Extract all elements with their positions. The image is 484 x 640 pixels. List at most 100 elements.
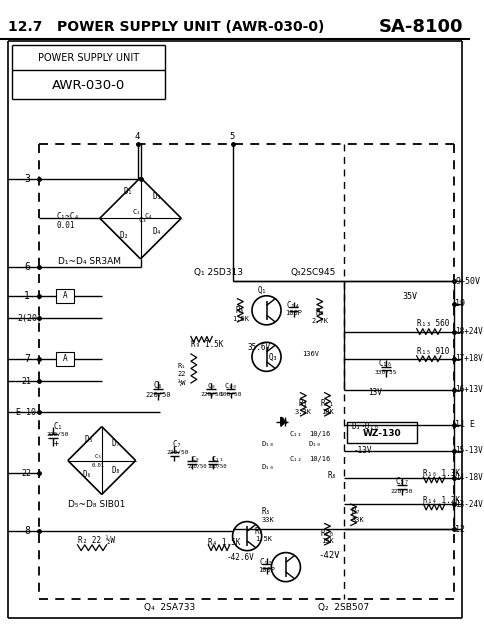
Polygon shape <box>280 417 285 426</box>
Text: E 10: E 10 <box>15 408 35 417</box>
Text: 10/16: 10/16 <box>308 456 330 461</box>
Text: POWER SUPPLY UNIT: POWER SUPPLY UNIT <box>38 53 138 63</box>
Text: R₁₅ 910: R₁₅ 910 <box>416 346 448 355</box>
Text: 220/50: 220/50 <box>145 392 170 397</box>
Text: C₁: C₁ <box>133 209 141 216</box>
Text: C₄: C₄ <box>144 213 152 220</box>
Text: 15-13V: 15-13V <box>454 446 482 455</box>
Text: C₁: C₁ <box>53 422 62 431</box>
Text: 35V: 35V <box>401 292 416 301</box>
Text: C₆: C₆ <box>153 381 162 390</box>
Text: D₄: D₄ <box>152 227 161 236</box>
Text: 220/50: 220/50 <box>188 464 207 469</box>
Text: C₇: C₇ <box>172 440 182 449</box>
Text: C₁₂: C₁₂ <box>288 456 302 461</box>
Text: 100/50: 100/50 <box>207 464 227 469</box>
Text: D₁₈: D₁₈ <box>261 441 274 447</box>
Text: Q₁ 2SD313: Q₁ 2SD313 <box>194 268 242 277</box>
Text: 10/16: 10/16 <box>308 431 330 437</box>
Bar <box>0 10 469 39</box>
Text: D₉: D₉ <box>279 417 288 426</box>
Text: D₆: D₆ <box>82 470 91 479</box>
Text: 7: 7 <box>24 354 30 364</box>
Text: C₁₁: C₁₁ <box>211 456 224 461</box>
Text: 14-18V: 14-18V <box>454 474 482 483</box>
Text: -42.6V: -42.6V <box>226 553 254 562</box>
Text: 13V: 13V <box>367 388 381 397</box>
Text: 8: 8 <box>24 526 30 536</box>
Text: Q₃2SC945: Q₃2SC945 <box>290 268 335 277</box>
Text: A: A <box>62 291 67 300</box>
Text: C₁₁: C₁₁ <box>288 431 302 437</box>
Text: D₁~D₄ SR3AM: D₁~D₄ SR3AM <box>58 257 121 266</box>
Text: 1.5K: 1.5K <box>255 536 272 542</box>
Text: A: A <box>62 355 67 364</box>
Text: 220/50: 220/50 <box>199 391 222 396</box>
Text: Q₃: Q₃ <box>268 353 277 362</box>
Text: C₉: C₉ <box>192 456 200 461</box>
Text: 100P: 100P <box>257 567 274 573</box>
Text: ½W: ½W <box>178 380 186 387</box>
Text: 35.6V: 35.6V <box>247 342 270 351</box>
Text: D₃: D₃ <box>152 193 161 202</box>
Text: C₁₀: C₁₀ <box>224 383 237 389</box>
Text: R₉ 1.5K: R₉ 1.5K <box>191 340 223 349</box>
Text: R₆: R₆ <box>255 527 264 536</box>
Text: R₁₄ 1.2K: R₁₄ 1.2K <box>423 496 459 505</box>
Text: -42V: -42V <box>318 551 340 560</box>
Text: 15K: 15K <box>320 538 333 544</box>
Text: D₁: D₁ <box>123 187 132 196</box>
Text: 33K: 33K <box>351 516 364 523</box>
Text: 5: 5 <box>229 132 235 141</box>
Text: 21: 21 <box>21 376 31 385</box>
Text: 22: 22 <box>178 371 186 377</box>
Bar <box>346 422 416 443</box>
Text: WZ-130: WZ-130 <box>362 429 400 438</box>
Text: R₈: R₈ <box>327 470 336 479</box>
Text: D₃~D₁₀: D₃~D₁₀ <box>351 422 379 431</box>
Text: Q₄  2SA733: Q₄ 2SA733 <box>144 604 195 612</box>
Text: C₈: C₈ <box>207 383 215 389</box>
Text: 0.01: 0.01 <box>56 221 75 230</box>
Text: C₁~C₄: C₁~C₄ <box>56 212 79 221</box>
Text: D₅: D₅ <box>84 435 93 444</box>
Text: C₃: C₃ <box>138 217 147 223</box>
Text: 100P: 100P <box>285 310 302 316</box>
Text: R₁₆ 1.3K: R₁₆ 1.3K <box>423 468 459 477</box>
Text: 33K: 33K <box>261 516 274 523</box>
Text: R₁₃ 560: R₁₃ 560 <box>416 319 448 328</box>
Text: 6: 6 <box>24 262 30 272</box>
Text: D₂: D₂ <box>119 231 128 240</box>
Text: C₁₅: C₁₅ <box>259 558 273 567</box>
Text: 17+18V: 17+18V <box>454 355 482 364</box>
Text: Q₂  2SB507: Q₂ 2SB507 <box>318 604 369 612</box>
Text: R₄ 1.5K: R₄ 1.5K <box>208 538 240 547</box>
Text: 18+24V: 18+24V <box>454 327 482 336</box>
Text: R₃: R₃ <box>298 399 307 408</box>
Text: D₁₀: D₁₀ <box>307 441 320 447</box>
Text: 19: 19 <box>454 299 465 308</box>
Text: D₇: D₇ <box>111 438 121 447</box>
Bar <box>56 352 74 365</box>
Text: 13-24V: 13-24V <box>454 500 482 509</box>
Text: 2.7K: 2.7K <box>311 318 328 324</box>
Text: C₁₄: C₁₄ <box>286 301 300 310</box>
Text: Q₁: Q₁ <box>257 287 267 296</box>
Text: 220/50: 220/50 <box>390 488 412 493</box>
Text: 1: 1 <box>24 291 30 301</box>
Text: R₇: R₇ <box>351 508 360 516</box>
Text: R₅: R₅ <box>261 508 271 516</box>
Text: AWR-030-0: AWR-030-0 <box>51 79 124 92</box>
Text: 1.5K: 1.5K <box>231 316 248 322</box>
Text: C₅: C₅ <box>94 454 102 459</box>
Text: 0.01: 0.01 <box>91 463 104 468</box>
Text: R₈: R₈ <box>315 308 324 317</box>
Text: C₁₆: C₁₆ <box>378 359 392 368</box>
Text: -13V: -13V <box>353 446 371 455</box>
Text: R₁: R₁ <box>178 362 186 369</box>
Text: 220/50: 220/50 <box>166 449 189 454</box>
Text: 18K: 18K <box>320 409 333 415</box>
Text: D₈: D₈ <box>111 466 121 475</box>
Text: 3: 3 <box>24 175 30 184</box>
Text: 220/50: 220/50 <box>46 432 69 437</box>
